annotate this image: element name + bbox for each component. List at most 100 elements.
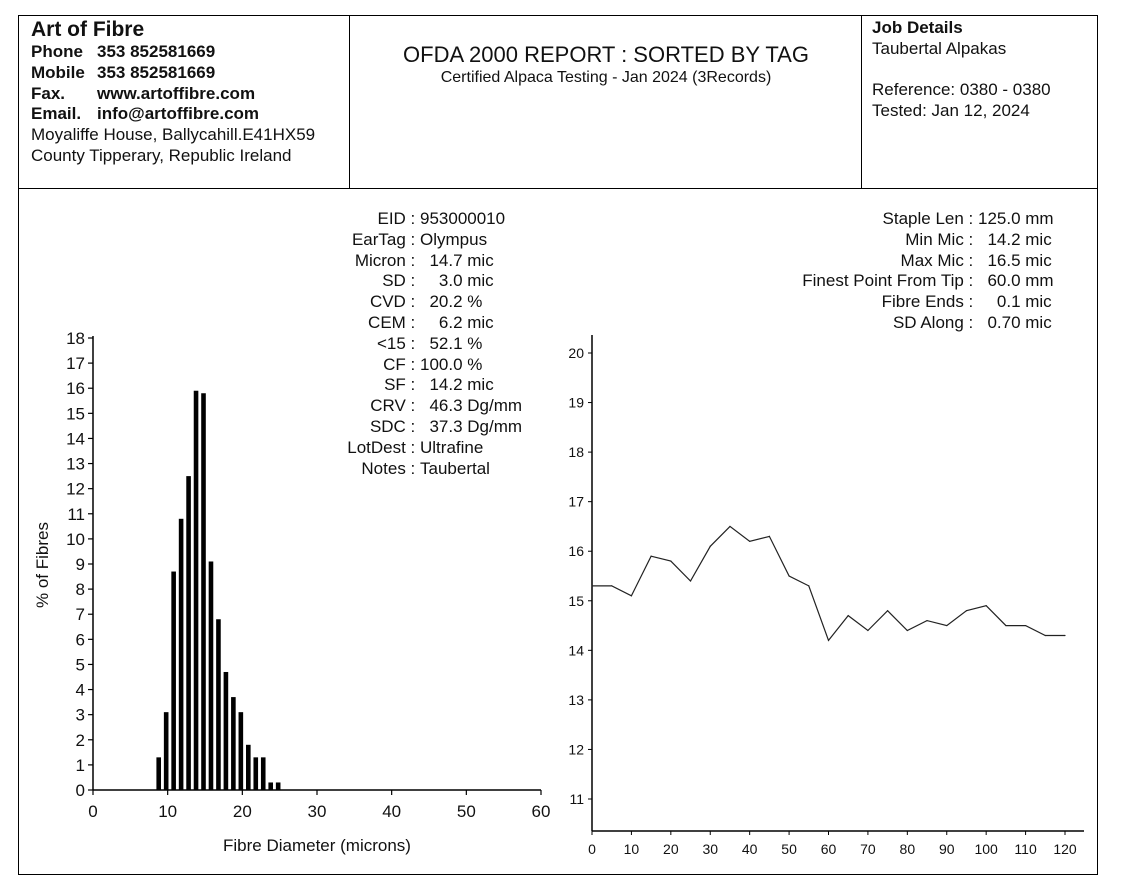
- stat-row: SD : 3.0 mic: [290, 271, 522, 292]
- job-details-heading: Job Details: [872, 18, 963, 37]
- stat-row: CEM : 6.2 mic: [290, 313, 522, 334]
- stat-value: 14.7 mic: [420, 250, 494, 270]
- line-x-tick-label: 110: [1014, 841, 1037, 857]
- line-x-tick-label: 10: [624, 841, 640, 857]
- micron-profile-point: [926, 620, 928, 622]
- stat-value: 125.0 mm: [978, 209, 1054, 228]
- diameter-histogram: % of Fibres Fibre Diameter (microns) 012…: [33, 329, 550, 855]
- stat-label: CF :: [383, 354, 420, 374]
- line-x-tick-label: 70: [860, 841, 876, 857]
- hist-ylabel: % of Fibres: [33, 522, 52, 608]
- job-reference: Reference: 0380 - 0380: [872, 80, 1051, 100]
- hist-y-tick-label: 0: [76, 781, 85, 800]
- stat-value: 0.1 mic: [978, 292, 1052, 312]
- stat-label: CVD :: [369, 292, 420, 312]
- line-y-tick-label: 17: [568, 494, 584, 510]
- stat-label: SDC :: [369, 416, 420, 436]
- micron-profile-point: [1064, 634, 1066, 637]
- stat-label: Min Mic :: [905, 229, 978, 249]
- sample-stats: EID : 953000010 EarTag : Olympus Micron : …: [290, 209, 522, 479]
- stat-row: <15 : 52.1 %: [290, 334, 522, 355]
- header-divider: [349, 15, 350, 189]
- line-x-tick-label: 60: [821, 841, 837, 857]
- hist-bar: [231, 697, 236, 790]
- line-x-tick-label: 120: [1053, 841, 1077, 857]
- email-label: Email.: [31, 104, 82, 124]
- stat-row: SF : 14.2 mic: [290, 375, 522, 396]
- stat-row: CF : 100.0 %: [290, 355, 522, 376]
- hist-bar: [163, 712, 169, 790]
- hist-bar: [246, 744, 251, 790]
- micron-profile-point: [611, 585, 613, 587]
- stat-value: Ultrafine: [420, 437, 484, 457]
- hist-y-tick-label: 2: [76, 731, 85, 750]
- line-x-tick-label: 100: [974, 841, 998, 857]
- stat-value: 100.0 %: [420, 354, 483, 374]
- hist-x-tick-label: 40: [382, 802, 401, 821]
- hist-y-tick-label: 10: [66, 530, 85, 549]
- mobile-value: 353 852581669: [97, 62, 216, 82]
- company-info: Art of Fibre Phone 353 852581669 Mobile 35…: [31, 18, 315, 167]
- stat-label: Staple Len :: [882, 209, 978, 228]
- mobile-row: Mobile 353 852581669: [31, 63, 315, 84]
- stat-label: Finest Point From Tip :: [802, 271, 978, 291]
- micron-profile-point: [867, 629, 869, 632]
- line-y-tick-label: 14: [568, 642, 584, 658]
- email-row: Email. info@artoffibre.com: [31, 104, 315, 125]
- stat-row: Notes : Taubertal: [290, 459, 522, 480]
- hist-bar: [253, 757, 259, 790]
- stat-value: 14.2 mic: [978, 229, 1052, 249]
- hist-x-tick-label: 20: [233, 802, 252, 821]
- stat-label: Max Mic :: [900, 250, 978, 270]
- micron-profile-point: [788, 575, 790, 577]
- line-y-tick-label: 13: [568, 692, 584, 708]
- stat-row: EID : 953000010: [290, 209, 522, 230]
- stat-value: Olympus: [420, 229, 488, 249]
- hist-bar: [156, 757, 162, 790]
- micron-profile-point: [946, 624, 948, 627]
- stat-label: Fibre Ends :: [881, 292, 978, 312]
- hist-y-tick-label: 8: [76, 580, 85, 599]
- stat-row: EarTag : Olympus: [290, 230, 522, 251]
- hist-x-tick-label: 50: [457, 802, 476, 821]
- hist-y-tick-label: 3: [76, 706, 85, 725]
- micron-profile-point: [1024, 624, 1027, 627]
- micron-profile-point: [827, 639, 830, 642]
- line-x-tick-label: 50: [781, 841, 797, 857]
- stat-label: EID :: [377, 209, 420, 228]
- stat-label: Notes :: [361, 458, 420, 478]
- hist-y-tick-label: 16: [66, 379, 85, 398]
- hist-y-tick-label: 1: [76, 756, 85, 775]
- fax-value: www.artoffibre.com: [97, 83, 256, 103]
- micron-profile-point: [808, 585, 810, 587]
- hist-bar: [260, 757, 266, 790]
- email-value: info@artoffibre.com: [97, 104, 260, 124]
- report-title: OFDA 2000 REPORT : SORTED BY TAG: [403, 42, 809, 67]
- micron-profile-point: [847, 615, 849, 617]
- stat-label: SD Along :: [892, 312, 978, 332]
- hist-y-tick-label: 18: [66, 329, 85, 348]
- hist-y-tick-label: 7: [76, 605, 85, 624]
- micron-profile-point: [630, 595, 633, 597]
- line-x-tick-label: 90: [939, 841, 955, 857]
- micron-profile-point: [709, 545, 711, 547]
- line-y-tick-label: 18: [568, 444, 584, 460]
- stat-row: CRV : 46.3 Dg/mm: [290, 396, 522, 417]
- line-y-tick-label: 11: [569, 791, 584, 807]
- hist-y-tick-label: 12: [66, 480, 85, 499]
- micron-profile-point: [749, 540, 751, 542]
- header-divider: [861, 15, 862, 189]
- stat-value: 16.5 mic: [978, 250, 1052, 270]
- hist-y-tick-label: 11: [67, 505, 85, 524]
- micron-profile-line: [592, 525, 1065, 642]
- hist-y-tick-label: 4: [76, 681, 85, 700]
- micron-profile-point: [729, 525, 731, 528]
- hist-bar: [193, 390, 199, 790]
- stat-row: Staple Len : 125.0 mm: [740, 209, 1054, 230]
- hist-x-tick-label: 10: [158, 802, 177, 821]
- hist-y-tick-label: 9: [76, 555, 85, 574]
- stat-row: Micron : 14.7 mic: [290, 251, 522, 272]
- company-name: Art of Fibre: [31, 18, 145, 41]
- stat-value: 52.1 %: [420, 333, 483, 353]
